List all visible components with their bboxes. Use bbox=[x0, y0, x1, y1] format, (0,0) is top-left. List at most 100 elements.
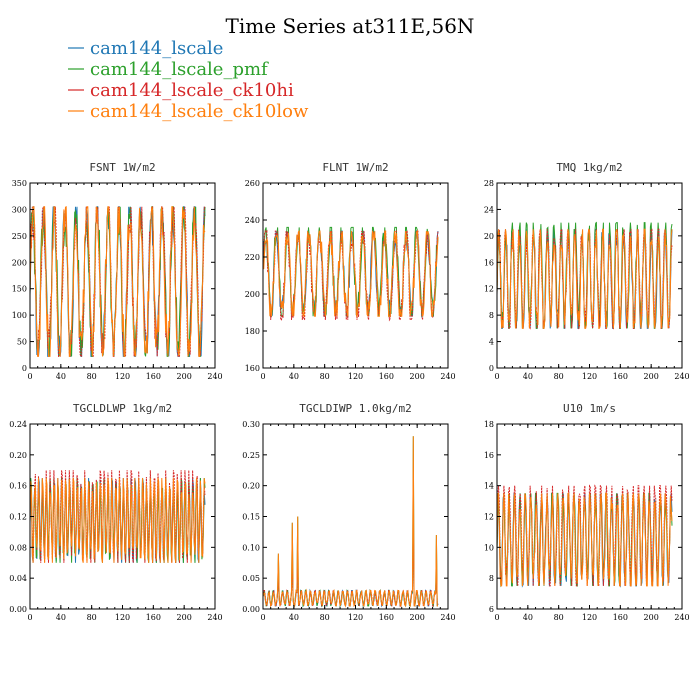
x-tick-label: 200 bbox=[644, 613, 659, 622]
x-tick-label: 40 bbox=[56, 372, 66, 381]
y-tick-label: 16 bbox=[484, 451, 494, 460]
x-tick-label: 0 bbox=[27, 613, 32, 622]
y-tick-label: 0.30 bbox=[242, 420, 260, 429]
y-tick-label: 16 bbox=[484, 258, 494, 267]
y-tick-label: 0.25 bbox=[242, 451, 260, 460]
panel-title: FSNT 1W/m2 bbox=[89, 161, 155, 174]
x-tick-label: 160 bbox=[613, 372, 628, 381]
x-tick-label: 200 bbox=[177, 372, 192, 381]
legend-label: cam144_lscale_ck10low bbox=[90, 101, 309, 122]
y-tick-label: 24 bbox=[484, 205, 494, 214]
chart-panel: FSNT 1W/m2 0 40 80 120 160 200 240 0 50 100 150 200 2… bbox=[12, 161, 223, 381]
y-tick-label: 200 bbox=[245, 290, 260, 299]
y-tick-label: 0.05 bbox=[242, 574, 260, 583]
series-line bbox=[30, 205, 206, 357]
panel-title: TGCLDIWP 1.0kg/m2 bbox=[299, 402, 412, 415]
series-line bbox=[497, 492, 673, 587]
x-tick-label: 160 bbox=[379, 613, 394, 622]
series-line bbox=[263, 436, 439, 608]
panel-title: TMQ 1kg/m2 bbox=[556, 161, 622, 174]
panel-title: TGCLDLWP 1kg/m2 bbox=[73, 402, 172, 415]
chart-panel: FLNT 1W/m2 0 40 80 120 160 200 240 160 180 200 220 2… bbox=[245, 161, 456, 381]
x-tick-label: 40 bbox=[523, 613, 533, 622]
x-tick-label: 80 bbox=[87, 372, 97, 381]
y-tick-label: 18 bbox=[484, 420, 494, 429]
x-tick-label: 160 bbox=[146, 613, 161, 622]
x-tick-label: 80 bbox=[320, 613, 330, 622]
y-tick-label: 350 bbox=[12, 179, 27, 188]
x-tick-label: 120 bbox=[115, 613, 130, 622]
y-tick-label: 0 bbox=[22, 364, 27, 373]
y-tick-label: 180 bbox=[245, 327, 260, 336]
y-tick-label: 20 bbox=[484, 232, 494, 241]
y-tick-label: 0.04 bbox=[9, 574, 27, 583]
x-tick-label: 120 bbox=[348, 372, 363, 381]
x-tick-label: 40 bbox=[56, 613, 66, 622]
legend-label: cam144_lscale_pmf bbox=[90, 59, 269, 80]
x-tick-label: 240 bbox=[674, 372, 689, 381]
chart-panel: TGCLDIWP 1.0kg/m2 0 40 80 120 160 200 240 0.00 0.… bbox=[242, 402, 455, 622]
legend: cam144_lscalecam144_lscale_pmfcam144_lsc… bbox=[68, 38, 309, 122]
y-tick-label: 260 bbox=[245, 179, 260, 188]
y-tick-label: 28 bbox=[484, 179, 494, 188]
x-tick-label: 160 bbox=[613, 613, 628, 622]
series-line bbox=[263, 436, 438, 608]
legend-label: cam144_lscale_ck10hi bbox=[90, 80, 294, 101]
y-tick-label: 200 bbox=[12, 258, 27, 267]
panel-title: FLNT 1W/m2 bbox=[322, 161, 388, 174]
x-tick-label: 240 bbox=[440, 372, 455, 381]
y-tick-label: 8 bbox=[489, 574, 494, 583]
x-tick-label: 0 bbox=[260, 613, 265, 622]
y-tick-label: 300 bbox=[12, 205, 27, 214]
chart-panel: TGCLDLWP 1kg/m2 0 40 80 120 160 200 240 0.00 0.04… bbox=[9, 402, 222, 622]
y-tick-label: 10 bbox=[484, 543, 494, 552]
y-tick-label: 0.24 bbox=[9, 420, 27, 429]
y-tick-label: 0 bbox=[489, 364, 494, 373]
x-tick-label: 0 bbox=[494, 613, 499, 622]
x-tick-label: 200 bbox=[177, 613, 192, 622]
x-tick-label: 40 bbox=[289, 372, 299, 381]
x-tick-label: 120 bbox=[582, 613, 597, 622]
x-tick-label: 120 bbox=[582, 372, 597, 381]
y-tick-label: 0.10 bbox=[242, 543, 260, 552]
y-tick-label: 220 bbox=[245, 253, 260, 262]
y-tick-label: 12 bbox=[484, 513, 494, 522]
figure-title: Time Series at311E,56N bbox=[226, 14, 475, 38]
x-tick-label: 200 bbox=[410, 613, 425, 622]
plot-frame bbox=[262, 423, 449, 610]
y-tick-label: 240 bbox=[245, 216, 260, 225]
y-tick-label: 160 bbox=[245, 364, 260, 373]
y-tick-label: 0.20 bbox=[242, 482, 260, 491]
x-tick-label: 240 bbox=[207, 613, 222, 622]
x-tick-label: 200 bbox=[644, 372, 659, 381]
x-tick-label: 160 bbox=[379, 372, 394, 381]
x-tick-label: 80 bbox=[87, 613, 97, 622]
x-tick-label: 80 bbox=[554, 613, 564, 622]
x-tick-label: 0 bbox=[260, 372, 265, 381]
y-tick-label: 0.20 bbox=[9, 451, 27, 460]
x-tick-label: 80 bbox=[320, 372, 330, 381]
chart-panel: U10 1m/s 0 40 80 120 160 200 240 6 8 10 12 14 16 18 bbox=[484, 402, 690, 622]
panels: FSNT 1W/m20 40 80 120 160 200 2400501001502002… bbox=[9, 161, 689, 622]
y-tick-label: 0.00 bbox=[9, 605, 27, 614]
y-tick-label: 0.15 bbox=[242, 513, 260, 522]
x-tick-label: 120 bbox=[348, 613, 363, 622]
y-tick-label: 0.00 bbox=[242, 605, 260, 614]
y-tick-label: 8 bbox=[489, 311, 494, 320]
x-tick-label: 240 bbox=[207, 372, 222, 381]
y-tick-label: 0.08 bbox=[9, 543, 27, 552]
y-tick-label: 4 bbox=[489, 338, 494, 347]
x-tick-label: 40 bbox=[289, 613, 299, 622]
panel-title: U10 1m/s bbox=[563, 402, 616, 415]
x-tick-label: 200 bbox=[410, 372, 425, 381]
x-tick-label: 160 bbox=[146, 372, 161, 381]
x-tick-label: 80 bbox=[554, 372, 564, 381]
y-tick-label: 50 bbox=[17, 338, 27, 347]
y-tick-label: 0.16 bbox=[9, 482, 27, 491]
y-tick-label: 100 bbox=[12, 311, 27, 320]
x-tick-label: 240 bbox=[440, 613, 455, 622]
y-tick-label: 150 bbox=[12, 285, 27, 294]
y-tick-label: 250 bbox=[12, 232, 27, 241]
x-tick-label: 240 bbox=[674, 613, 689, 622]
